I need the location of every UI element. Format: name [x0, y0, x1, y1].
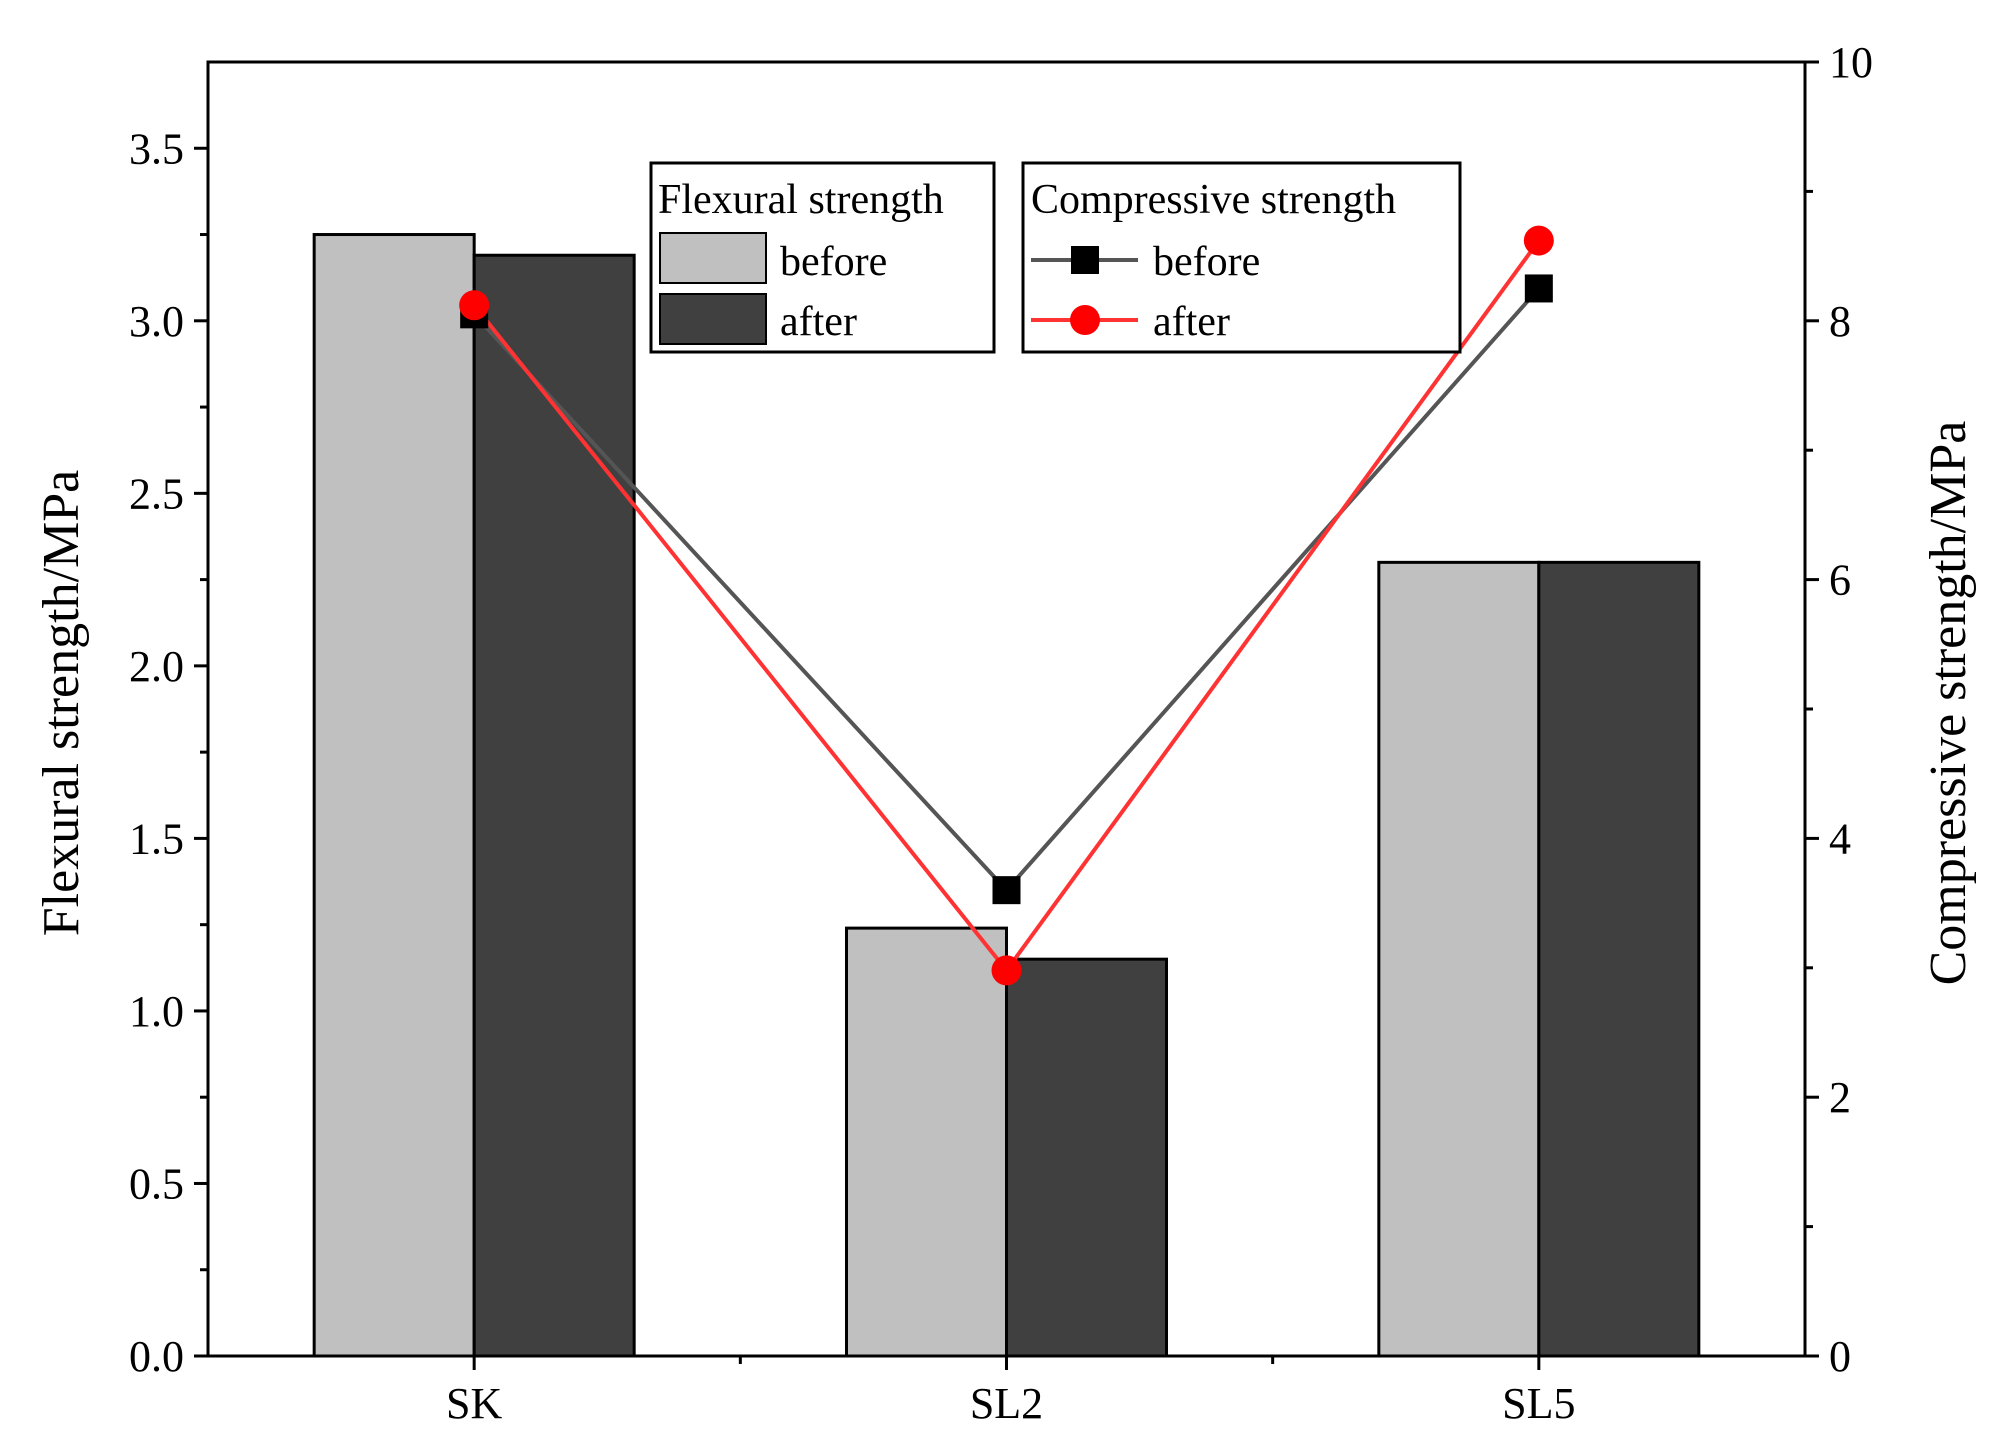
right-tick-label: 10 [1829, 38, 1873, 87]
bar-before-sl5 [1377, 560, 1541, 1358]
point-before-sl2 [992, 876, 1021, 905]
point-after-sl5 [1523, 225, 1554, 256]
left-tick-label: 0.5 [129, 1159, 184, 1208]
right-tick-label: 2 [1829, 1073, 1851, 1122]
bar-before-sk [312, 233, 476, 1358]
right-tick-label: 8 [1829, 297, 1851, 346]
right-tick-label: 4 [1829, 814, 1851, 863]
y-axis-right-label: Compressive strength/MPa [1920, 421, 1977, 986]
left-tick-label: 2.0 [129, 642, 184, 691]
x-tick-label: SK [446, 1379, 502, 1428]
point-after-sk [459, 290, 490, 321]
legend-entry-before: before [1153, 239, 1260, 285]
left-tick-label: 3.5 [129, 124, 184, 173]
bar-after-sk [472, 253, 636, 1358]
legend-swatch-after [659, 293, 767, 345]
right-tick-label: 0 [1829, 1332, 1851, 1381]
point-after-sl2 [991, 955, 1022, 986]
bar-before-sl2 [845, 926, 1008, 1358]
lines-layer [459, 225, 1554, 986]
legend-flexural-strength: Flexural strength before after [649, 161, 996, 354]
legend-marker-after [1070, 305, 1100, 335]
legend-entry-after: after [1153, 299, 1230, 345]
x-tick-label: SL5 [1502, 1379, 1575, 1428]
left-tick-label: 1.5 [129, 814, 184, 863]
legend-compressive-strength: Compressive strength before after [1021, 161, 1462, 354]
y-axis-left-label: Flexural strength/MPa [33, 470, 90, 937]
left-tick-label: 3.0 [129, 297, 184, 346]
legend-entry-before: before [780, 239, 887, 285]
legend-title: Compressive strength [1031, 177, 1396, 223]
point-before-sl5 [1524, 274, 1553, 303]
left-tick-label: 0.0 [129, 1332, 184, 1381]
legend-entry-after: after [780, 299, 857, 345]
legend-title: Flexural strength [658, 177, 944, 223]
bar-after-sl2 [1005, 957, 1168, 1358]
legend-marker-before [1071, 246, 1099, 274]
bars-layer [312, 233, 1701, 1358]
left-tick-label: 1.0 [129, 987, 184, 1036]
right-tick-label: 6 [1829, 556, 1851, 605]
left-tick-label: 2.5 [129, 469, 184, 518]
x-tick-label: SL2 [970, 1379, 1043, 1428]
legend-swatch-before [659, 232, 767, 284]
axes-layer: 0.0 0.5 1.0 1.5 2.0 2.5 3.0 3.5 0 2 4 6 8 10 SK SL2 SL5 [129, 38, 1873, 1428]
bar-after-sl5 [1537, 560, 1701, 1358]
